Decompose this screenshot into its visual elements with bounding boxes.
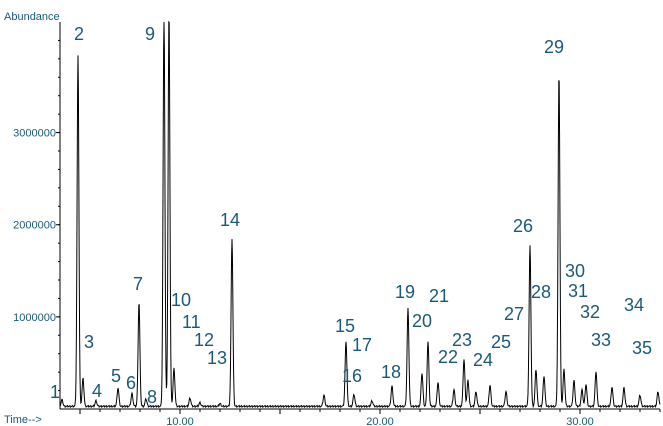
peak-label: 14	[220, 210, 240, 230]
y-tick-label: 1000000	[13, 312, 56, 324]
peak-label: 1	[50, 382, 60, 402]
peak-label: 32	[580, 302, 600, 322]
peak-label: 7	[133, 274, 143, 294]
peak-label: 31	[568, 281, 588, 301]
peak-label: 8	[147, 387, 157, 407]
peak-label: 12	[194, 330, 214, 350]
peak-label: 29	[544, 37, 564, 57]
peak-label: 33	[591, 330, 611, 350]
peak-label: 9	[145, 24, 155, 44]
y-axis-title: Abundance	[4, 11, 60, 23]
peak-label: 17	[352, 335, 372, 355]
y-tick-label: 3000000	[13, 128, 56, 140]
peak-label: 23	[452, 330, 472, 350]
peak-label: 21	[429, 286, 449, 306]
peak-label: 26	[513, 216, 533, 236]
peak-label: 28	[531, 282, 551, 302]
x-axis-ticks: 10.00 20.00 30.00	[79, 409, 661, 426]
peak-label: 15	[335, 316, 355, 336]
peak-label: 13	[207, 348, 227, 368]
peak-label: 25	[491, 332, 511, 352]
x-axis-title: Time-->	[4, 414, 42, 426]
y-axis-ticks: 1000000 2000000 3000000	[13, 39, 60, 392]
peak-label: 22	[438, 347, 458, 367]
x-tick-label: 10.00	[166, 416, 194, 426]
peak-label: 24	[473, 350, 493, 370]
peak-label: 35	[632, 338, 652, 358]
y-tick-label: 2000000	[13, 220, 56, 232]
peak-label: 5	[111, 366, 121, 386]
peak-label: 10	[171, 290, 191, 310]
peak-label: 3	[84, 332, 94, 352]
peak-label: 19	[395, 282, 415, 302]
peak-label: 27	[504, 304, 524, 324]
peak-label: 16	[342, 366, 362, 386]
peak-label: 18	[381, 362, 401, 382]
peak-label: 6	[126, 373, 136, 393]
peak-label: 11	[182, 312, 201, 332]
chromatogram-trace	[59, 20, 661, 409]
x-tick-label: 30.00	[566, 416, 594, 426]
peak-label: 4	[92, 381, 102, 401]
x-tick-label: 20.00	[366, 416, 394, 426]
peak-label: 30	[565, 261, 585, 281]
peak-label: 20	[412, 311, 432, 331]
peak-label: 34	[624, 295, 644, 315]
peak-label: 2	[74, 24, 84, 44]
